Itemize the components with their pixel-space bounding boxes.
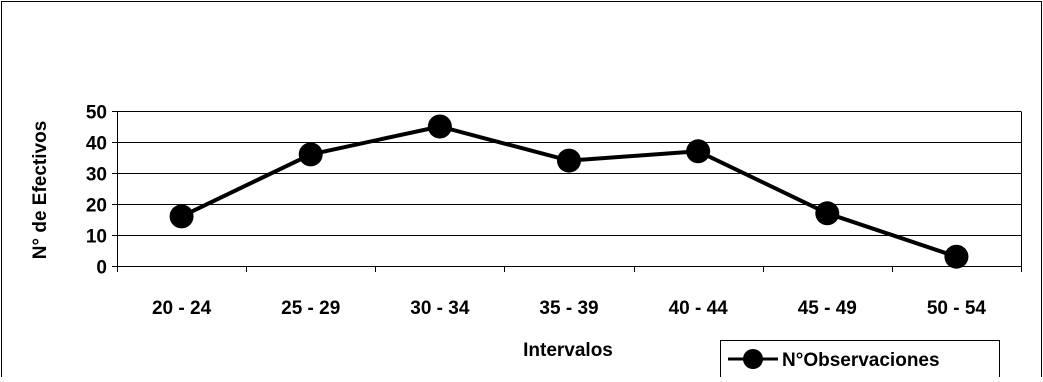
x-axis-title: Intervalos — [523, 340, 613, 361]
y-tick-label: 30 — [86, 165, 107, 186]
legend-label: N°Observaciones — [782, 350, 940, 371]
legend[interactable]: N°Observaciones — [720, 340, 1000, 379]
x-tick-label: 20 - 24 — [152, 298, 212, 319]
x-tick-label: 35 - 39 — [539, 298, 598, 319]
data-point — [557, 148, 581, 173]
y-tick-label: 40 — [86, 134, 107, 155]
data-point — [298, 142, 323, 167]
x-tick-label: 45 - 49 — [798, 298, 857, 319]
y-tick-label: 10 — [86, 227, 107, 248]
legend-marker-swatch — [743, 349, 763, 369]
data-point — [169, 204, 194, 229]
x-tick-label: 25 - 29 — [281, 298, 340, 319]
x-tick-label: 30 - 34 — [410, 298, 470, 319]
data-point — [944, 244, 969, 269]
data-point — [686, 139, 711, 164]
y-tick-label: 50 — [86, 103, 107, 124]
x-tick-label: 50 - 54 — [927, 298, 987, 319]
series-layer — [169, 114, 969, 269]
data-point — [427, 114, 452, 139]
gridlines — [117, 111, 1021, 236]
axes: 0 10 20 30 40 50 20 - 24 25 - 29 30 - 34 35 - 39 4… — [86, 103, 1022, 319]
y-tick-label: 20 — [86, 196, 107, 217]
y-axis-title: N° de Efectivos — [30, 121, 51, 260]
y-tick-label: 0 — [96, 258, 107, 279]
x-tick-label: 40 - 44 — [669, 298, 729, 319]
series-line — [180, 124, 958, 259]
data-point — [815, 201, 840, 226]
